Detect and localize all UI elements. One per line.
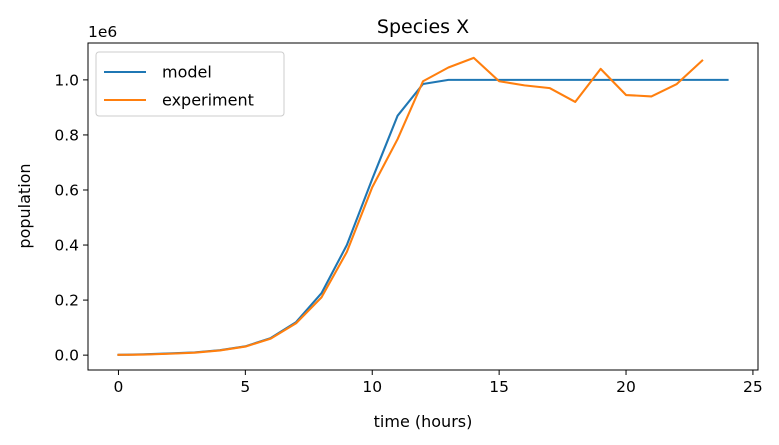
y-axis-label: population bbox=[15, 163, 34, 248]
y-tick-label: 0.4 bbox=[54, 237, 79, 255]
y-tick-label: 0.6 bbox=[54, 181, 79, 199]
y-tick-label: 0.2 bbox=[54, 292, 79, 310]
y-tick-label: 0.0 bbox=[54, 347, 79, 365]
y-tick-label: 1.0 bbox=[54, 71, 79, 89]
y-tick-label: 0.8 bbox=[54, 126, 79, 144]
x-tick-label: 15 bbox=[489, 378, 509, 396]
chart-title: Species X bbox=[377, 16, 469, 38]
x-tick-label: 0 bbox=[114, 378, 124, 396]
x-tick-label: 25 bbox=[743, 378, 763, 396]
x-tick-label: 10 bbox=[362, 378, 382, 396]
series-layer bbox=[117, 56, 729, 356]
x-axis-label: time (hours) bbox=[374, 412, 473, 431]
x-tick-label: 5 bbox=[240, 378, 250, 396]
y-axis-offset-label: 1e6 bbox=[88, 23, 117, 41]
series-line-experiment bbox=[117, 56, 704, 356]
legend-label-model: model bbox=[162, 63, 212, 82]
x-axis-ticks: 0 5 10 15 20 25 bbox=[114, 370, 763, 396]
x-tick-label: 20 bbox=[616, 378, 636, 396]
legend-label-experiment: experiment bbox=[162, 91, 254, 110]
y-axis-ticks: 0.0 0.2 0.4 0.6 0.8 1.0 bbox=[54, 71, 88, 365]
legend: model experiment bbox=[95, 51, 285, 117]
plot-frame bbox=[87, 42, 759, 371]
